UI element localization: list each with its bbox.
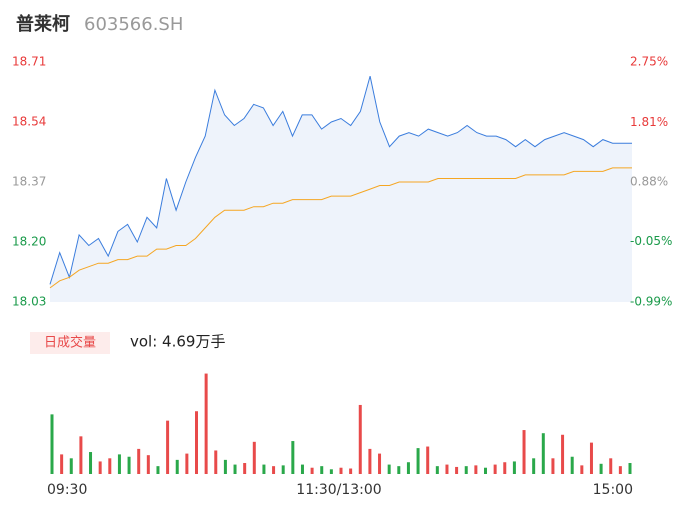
y-tick-label: 18.71: [12, 55, 46, 69]
volume-bar: [281, 465, 285, 474]
volume-bar: [416, 448, 420, 474]
volume-bar: [426, 446, 430, 474]
volume-bar: [320, 466, 324, 474]
volume-bar: [589, 442, 593, 474]
volume-bar: [609, 458, 613, 474]
volume-bar: [561, 434, 565, 474]
volume-bar: [397, 466, 401, 474]
volume-bar: [435, 466, 439, 474]
volume-bar: [455, 466, 459, 474]
volume-bar: [329, 469, 333, 474]
volume-bar: [522, 430, 526, 474]
volume-bar: [50, 414, 54, 474]
volume-bar: [204, 373, 208, 474]
volume-bar: [474, 465, 478, 474]
volume-bar: [628, 463, 632, 474]
volume-bar: [484, 467, 487, 474]
volume-bar: [243, 463, 247, 474]
volume-bar: [406, 462, 410, 474]
volume-bar: [166, 420, 170, 474]
volume-bar: [551, 458, 555, 474]
volume-bar: [108, 458, 112, 474]
x-tick-label: 15:00: [593, 482, 633, 498]
price-area: [50, 76, 632, 302]
volume-bar: [146, 455, 150, 474]
volume-bar: [541, 433, 545, 474]
stock-name: 普莱柯: [16, 13, 70, 35]
volume-bar: [493, 464, 497, 474]
y-tick-label: 18.54: [12, 115, 46, 129]
volume-bar: [117, 454, 121, 474]
volume-bar: [532, 458, 536, 474]
volume-bar: [445, 464, 449, 474]
volume-bar: [310, 467, 314, 474]
price-line: [49, 75, 632, 285]
volume-bar: [378, 453, 382, 474]
y2-tick-label: 0.88%: [630, 175, 668, 189]
volume-bar: [214, 450, 218, 474]
y-tick-label: 18.03: [12, 295, 46, 309]
x-tick-label: 11:30/13:00: [296, 482, 381, 498]
volume-bar: [69, 458, 73, 474]
volume-bar: [618, 466, 622, 474]
volume-bar: [175, 459, 179, 474]
volume-bar: [570, 456, 574, 474]
volume-bar: [349, 468, 353, 474]
volume-bar: [127, 456, 131, 474]
volume-bar: [387, 464, 391, 474]
volume-bar: [137, 448, 141, 474]
volume-bar: [291, 441, 295, 474]
volume-tag: 日成交量: [44, 335, 96, 351]
volume-bar: [503, 462, 507, 474]
volume-bar: [358, 404, 362, 474]
stock-code: 603566.SH: [84, 14, 183, 35]
volume-bar: [272, 466, 276, 474]
y-tick-label: 18.20: [12, 235, 46, 249]
volume-total: vol: 4.69万手: [130, 333, 225, 351]
volume-bar: [156, 466, 160, 474]
average-line: [49, 167, 632, 289]
volume-bar: [98, 461, 102, 474]
volume-bar: [599, 463, 603, 474]
y-tick-label: 18.37: [12, 175, 46, 189]
volume-bar: [89, 452, 93, 474]
y2-tick-label: 2.75%: [630, 55, 668, 69]
volume-tag-bg: [30, 332, 110, 354]
volume-bar: [464, 466, 468, 474]
y2-tick-label: -0.99%: [630, 295, 672, 309]
volume-bar: [185, 453, 189, 474]
volume-bar: [580, 465, 584, 474]
y2-tick-label: -0.05%: [630, 234, 672, 248]
volume-bar: [60, 454, 64, 474]
volume-bar: [223, 459, 227, 474]
volume-bar: [233, 464, 237, 474]
volume-bar: [512, 461, 516, 474]
volume-bar: [300, 464, 304, 474]
volume-bar: [339, 467, 343, 474]
x-tick-label: 09:30: [47, 482, 87, 498]
volume-bar: [195, 411, 198, 474]
volume-bar: [79, 436, 83, 474]
volume-bar: [252, 441, 256, 474]
volume-bar: [368, 448, 372, 474]
y2-tick-label: 1.81%: [630, 115, 668, 129]
volume-bar: [262, 464, 266, 474]
